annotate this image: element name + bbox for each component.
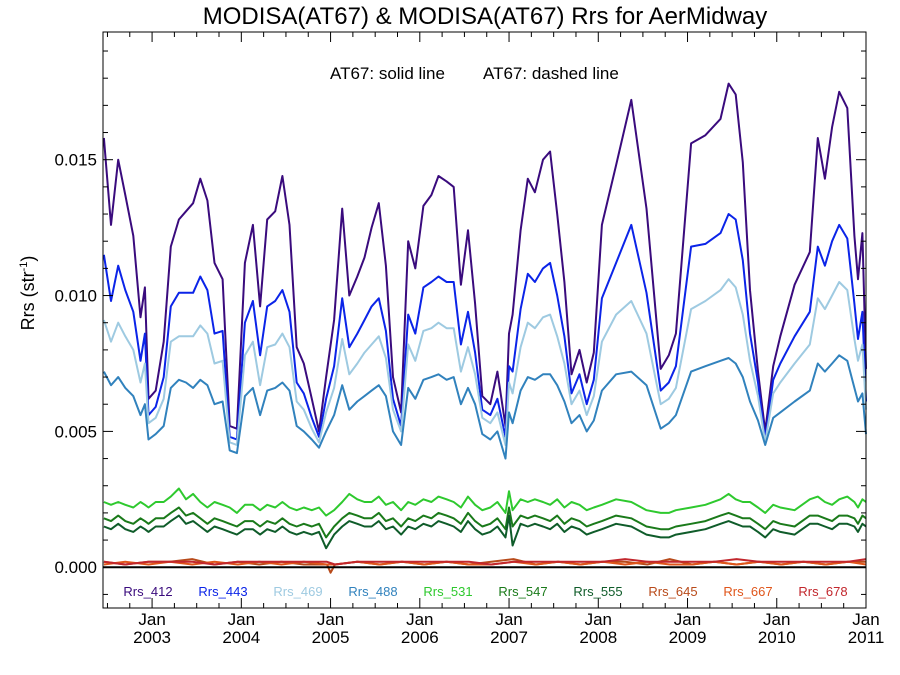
- y-axis-label: Rrs (str-1): [18, 256, 38, 331]
- series-line-rrs-412: [102, 82, 867, 433]
- legend-label-rrs-443: Rrs_443: [198, 584, 247, 599]
- x-tick-month-label: Jan: [852, 610, 879, 629]
- legend-label-rrs-547: Rrs_547: [498, 584, 547, 599]
- x-tick-year-label: 2003: [133, 628, 171, 647]
- x-tick-month-label: Jan: [763, 610, 790, 629]
- series-line-rrs-555: [103, 514, 867, 550]
- legend-label-rrs-488: Rrs_488: [348, 584, 397, 599]
- series-line-rrs-667: [103, 560, 867, 566]
- x-tick-month-label: Jan: [317, 610, 344, 629]
- y-tick-label: 0.000: [54, 558, 97, 577]
- legend-label-rrs-667: Rrs_667: [723, 584, 772, 599]
- series-line-rrs-488: [103, 354, 867, 460]
- y-axis-label-superscript: -1: [18, 262, 30, 272]
- axes: 0.0000.0050.0100.015Jan2003Jan2004Jan200…: [54, 31, 885, 647]
- legend-label-rrs-531: Rrs_531: [423, 584, 472, 599]
- x-tick-month-label: Jan: [228, 610, 255, 629]
- x-tick-year-label: 2008: [579, 628, 617, 647]
- legend-label-rrs-555: Rrs_555: [573, 584, 622, 599]
- series-line-rrs-531: [103, 487, 867, 517]
- series-line-rrs-547: [103, 506, 867, 539]
- y-tick-label: 0.005: [54, 422, 97, 441]
- series-line-rrs-678: [103, 558, 867, 566]
- x-tick-month-label: Jan: [674, 610, 701, 629]
- x-tick-year-label: 2011: [848, 628, 885, 647]
- legend-label-rrs-678: Rrs_678: [798, 584, 847, 599]
- legend-label-rrs-645: Rrs_645: [648, 584, 697, 599]
- x-tick-year-label: 2004: [222, 628, 260, 647]
- legend-label-rrs-469: Rrs_469: [273, 584, 322, 599]
- annotation-solid: AT67: solid line: [330, 64, 445, 83]
- y-axis-label-text: Rrs (str: [18, 271, 38, 330]
- series-line-rrs-469: [102, 278, 867, 446]
- series-line-rrs-443: [102, 213, 867, 441]
- x-tick-month-label: Jan: [138, 610, 165, 629]
- plot-frame: [102, 31, 867, 609]
- plot-series: [102, 82, 867, 574]
- legend-label-rrs-412: Rrs_412: [123, 584, 172, 599]
- y-axis-label-close: ): [18, 256, 38, 262]
- y-tick-label: 0.015: [54, 151, 97, 170]
- chart-title: MODISA(AT67) & MODISA(AT67) Rrs for AerM…: [203, 3, 768, 30]
- legend: Rrs_412 Rrs_443 Rrs_469 Rrs_488 Rrs_531 Rrs_5…: [123, 584, 847, 599]
- y-tick-label: 0.010: [54, 287, 97, 306]
- x-tick-year-label: 2010: [758, 628, 796, 647]
- x-tick-year-label: 2007: [490, 628, 528, 647]
- x-tick-year-label: 2006: [401, 628, 439, 647]
- annotation-dashed: AT67: dashed line: [483, 64, 619, 83]
- x-tick-month-label: Jan: [495, 610, 522, 629]
- x-tick-year-label: 2009: [669, 628, 707, 647]
- x-tick-year-label: 2005: [312, 628, 350, 647]
- x-tick-month-label: Jan: [585, 610, 612, 629]
- x-tick-month-label: Jan: [406, 610, 433, 629]
